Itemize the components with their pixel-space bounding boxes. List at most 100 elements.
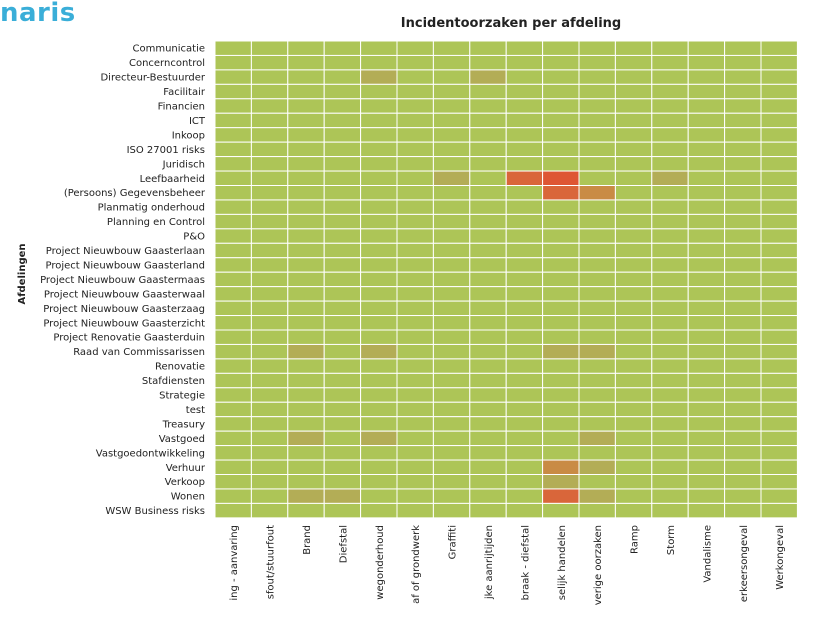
heatmap-cell[interactable] [360,40,398,56]
heatmap-cell[interactable] [724,242,762,259]
heatmap-cell[interactable] [469,69,507,85]
heatmap-cell[interactable] [687,127,726,143]
heatmap-cell[interactable] [360,300,398,317]
heatmap-cell[interactable] [214,54,252,71]
heatmap-cell[interactable] [578,459,616,475]
heatmap-cell[interactable] [396,242,434,259]
heatmap-cell[interactable] [432,112,471,129]
heatmap-cell[interactable] [360,185,398,201]
heatmap-cell[interactable] [687,69,726,85]
heatmap-cell[interactable] [724,286,762,302]
heatmap-cell[interactable] [214,83,252,100]
heatmap-cell[interactable] [469,315,507,331]
heatmap-cell[interactable] [469,170,507,187]
heatmap-cell[interactable] [432,286,471,302]
heatmap-cell[interactable] [469,372,507,389]
heatmap-cell[interactable] [432,54,471,71]
heatmap-cell[interactable] [469,416,507,432]
heatmap-cell[interactable] [578,213,616,230]
heatmap-cell[interactable] [505,98,544,114]
heatmap-cell[interactable] [469,271,507,288]
heatmap-cell[interactable] [214,112,252,129]
heatmap-cell[interactable] [542,358,580,374]
heatmap-cell[interactable] [432,488,471,504]
heatmap-cell[interactable] [214,300,252,317]
heatmap-cell[interactable] [250,474,289,490]
heatmap-cell[interactable] [724,315,762,331]
heatmap-cell[interactable] [724,271,762,288]
heatmap-cell[interactable] [760,242,798,259]
heatmap-cell[interactable] [469,199,507,215]
heatmap-cell[interactable] [578,387,616,403]
heatmap-cell[interactable] [396,372,434,389]
heatmap-cell[interactable] [360,127,398,143]
heatmap-cell[interactable] [287,459,325,475]
heatmap-cell[interactable] [214,69,252,85]
heatmap-cell[interactable] [578,271,616,288]
heatmap-cell[interactable] [505,257,544,273]
heatmap-cell[interactable] [505,242,544,259]
heatmap-cell[interactable] [542,54,580,71]
heatmap-cell[interactable] [396,286,434,302]
heatmap-cell[interactable] [250,213,289,230]
heatmap-cell[interactable] [250,300,289,317]
heatmap-cell[interactable] [687,358,726,374]
heatmap-cell[interactable] [323,228,362,244]
heatmap-cell[interactable] [724,372,762,389]
heatmap-cell[interactable] [651,271,689,288]
heatmap-cell[interactable] [323,170,362,187]
heatmap-cell[interactable] [687,343,726,360]
heatmap-cell[interactable] [542,459,580,475]
heatmap-cell[interactable] [724,156,762,172]
heatmap-cell[interactable] [578,228,616,244]
heatmap-cell[interactable] [214,430,252,447]
heatmap-cell[interactable] [542,430,580,447]
heatmap-cell[interactable] [614,445,653,461]
heatmap-cell[interactable] [542,69,580,85]
heatmap-cell[interactable] [214,170,252,187]
heatmap-cell[interactable] [432,343,471,360]
heatmap-cell[interactable] [687,199,726,215]
heatmap-cell[interactable] [687,170,726,187]
heatmap-cell[interactable] [214,401,252,418]
heatmap-cell[interactable] [687,213,726,230]
heatmap-cell[interactable] [505,199,544,215]
heatmap-cell[interactable] [396,358,434,374]
heatmap-cell[interactable] [724,141,762,158]
heatmap-cell[interactable] [432,474,471,490]
heatmap-cell[interactable] [360,502,398,519]
heatmap-cell[interactable] [396,387,434,403]
heatmap-cell[interactable] [287,199,325,215]
heatmap-cell[interactable] [651,112,689,129]
heatmap-cell[interactable] [724,185,762,201]
heatmap-cell[interactable] [578,83,616,100]
heatmap-cell[interactable] [687,459,726,475]
heatmap-cell[interactable] [542,141,580,158]
heatmap-cell[interactable] [505,387,544,403]
heatmap-cell[interactable] [724,112,762,129]
heatmap-cell[interactable] [469,127,507,143]
heatmap-cell[interactable] [505,271,544,288]
heatmap-cell[interactable] [396,69,434,85]
heatmap-cell[interactable] [760,54,798,71]
heatmap-cell[interactable] [651,185,689,201]
heatmap-cell[interactable] [432,257,471,273]
heatmap-cell[interactable] [323,358,362,374]
heatmap-cell[interactable] [651,343,689,360]
heatmap-cell[interactable] [360,228,398,244]
heatmap-cell[interactable] [287,54,325,71]
heatmap-cell[interactable] [542,40,580,56]
heatmap-cell[interactable] [323,459,362,475]
heatmap-cell[interactable] [323,257,362,273]
heatmap-cell[interactable] [287,372,325,389]
heatmap-cell[interactable] [250,315,289,331]
heatmap-cell[interactable] [323,98,362,114]
heatmap-cell[interactable] [724,199,762,215]
heatmap-cell[interactable] [760,83,798,100]
heatmap-cell[interactable] [614,98,653,114]
heatmap-cell[interactable] [287,40,325,56]
heatmap-cell[interactable] [250,199,289,215]
heatmap-cell[interactable] [396,315,434,331]
heatmap-cell[interactable] [214,141,252,158]
heatmap-cell[interactable] [505,69,544,85]
